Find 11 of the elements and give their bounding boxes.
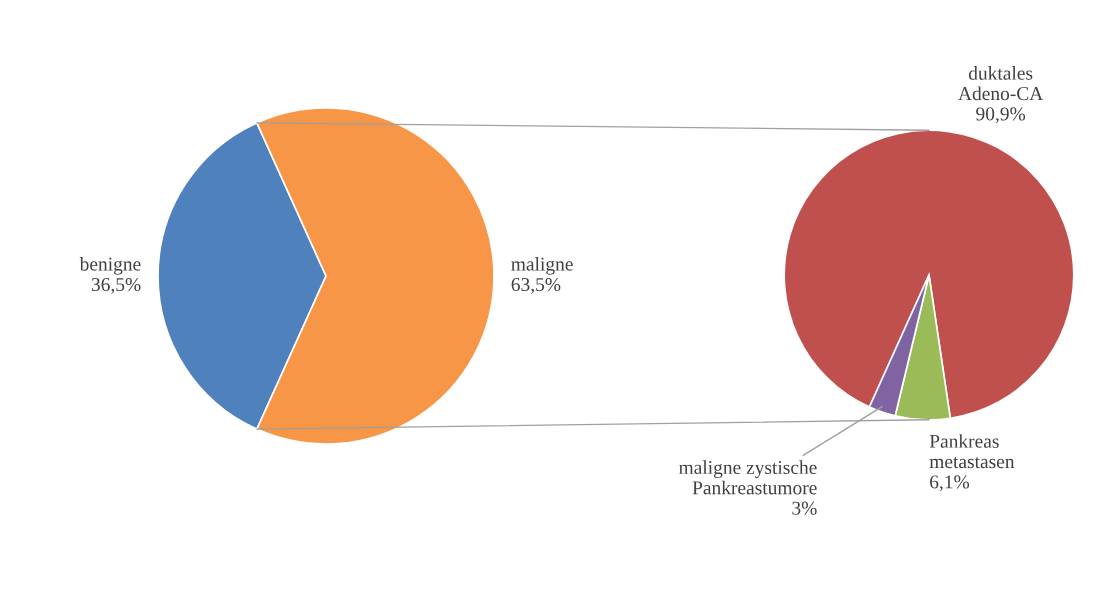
data-label: 36,5% [91,277,141,294]
slice-label: benigne [79,256,141,275]
data-label: 6,1% [930,475,970,492]
slice-label: maligne [511,256,573,275]
slice-label: maligne zystische Pankreastumore [678,460,817,495]
slice-label: duktales Adeno-CA [958,66,1044,101]
pie-slice [783,129,1075,420]
data-label: 63,5% [511,277,561,294]
data-label: 90,9% [976,107,1026,124]
data-label: 3% [792,501,817,515]
slice-label: Pankreas metastasen [929,434,1015,469]
